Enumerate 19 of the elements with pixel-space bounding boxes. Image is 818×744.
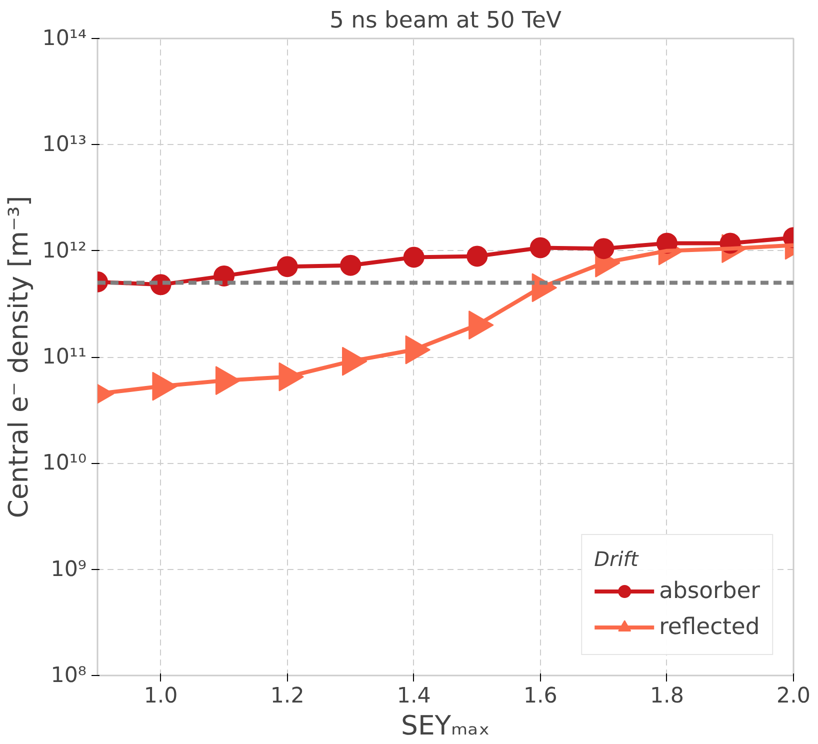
y-tick-label: 10⁸ <box>50 663 87 688</box>
x-tick-label: 1.0 <box>144 684 178 708</box>
chart-title: 5 ns beam at 50 TeV <box>330 8 562 34</box>
legend-label: reflected <box>659 614 760 640</box>
y-tick-label: 10¹⁰ <box>42 450 87 476</box>
x-tick-label: 1.6 <box>523 684 558 708</box>
y-axis-title: Central e⁻ density [m⁻³] <box>3 196 34 518</box>
y-tick-label: 10¹² <box>42 238 87 264</box>
x-tick-label: 1.2 <box>270 684 304 708</box>
y-tick-label: 10¹⁴ <box>42 26 87 51</box>
x-tick-label: 1.8 <box>650 684 684 708</box>
y-tick-label: 10¹³ <box>42 132 87 158</box>
legend-label: absorber <box>659 578 760 604</box>
x-tick-label: 1.4 <box>396 684 431 708</box>
y-tick-label: 10⁹ <box>50 556 87 582</box>
y-tick-label: 10¹¹ <box>42 344 87 370</box>
x-axis-title: SEYₘₐₓ <box>401 710 490 742</box>
x-tick-label: 2.0 <box>776 684 810 708</box>
legend-title: Drift <box>594 547 640 571</box>
